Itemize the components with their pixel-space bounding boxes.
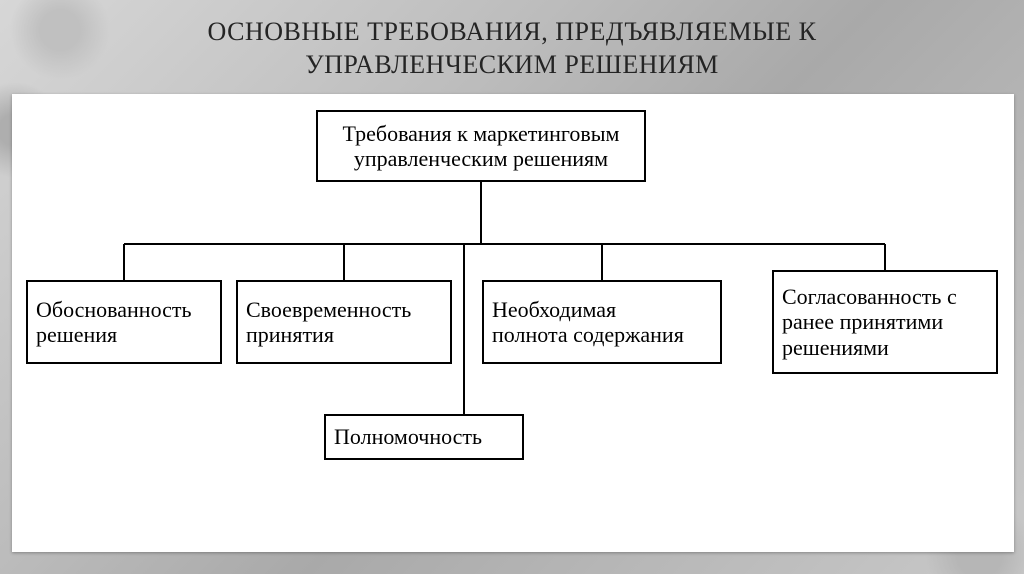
- node-consistency-label: Согласованность сранее принятимирешениям…: [782, 284, 957, 360]
- node-root: Требования к маркетинговымуправленческим…: [316, 110, 646, 182]
- node-justification: Обоснованностьрешения: [26, 280, 222, 364]
- node-authority: Полномочность: [324, 414, 524, 460]
- node-justification-label: Обоснованностьрешения: [36, 297, 192, 348]
- diagram-panel: Требования к маркетинговымуправленческим…: [12, 94, 1014, 552]
- slide-stage: ОСНОВНЫЕ ТРЕБОВАНИЯ, ПРЕДЪЯВЛЯЕМЫЕ К УПР…: [0, 0, 1024, 574]
- slide-title-line2: УПРАВЛЕНЧЕСКИМ РЕШЕНИЯМ: [305, 50, 719, 79]
- node-root-label: Требования к маркетинговымуправленческим…: [343, 121, 620, 172]
- node-completeness-label: Необходимаяполнота содержания: [492, 297, 684, 348]
- node-timeliness-label: Своевременностьпринятия: [246, 297, 411, 348]
- slide-title-line1: ОСНОВНЫЕ ТРЕБОВАНИЯ, ПРЕДЪЯВЛЯЕМЫЕ К: [207, 17, 816, 46]
- node-consistency: Согласованность сранее принятимирешениям…: [772, 270, 998, 374]
- slide-title: ОСНОВНЫЕ ТРЕБОВАНИЯ, ПРЕДЪЯВЛЯЕМЫЕ К УПР…: [0, 16, 1024, 81]
- node-authority-label: Полномочность: [334, 424, 482, 449]
- node-layer: Требования к маркетинговымуправленческим…: [12, 94, 1014, 552]
- node-timeliness: Своевременностьпринятия: [236, 280, 452, 364]
- node-completeness: Необходимаяполнота содержания: [482, 280, 722, 364]
